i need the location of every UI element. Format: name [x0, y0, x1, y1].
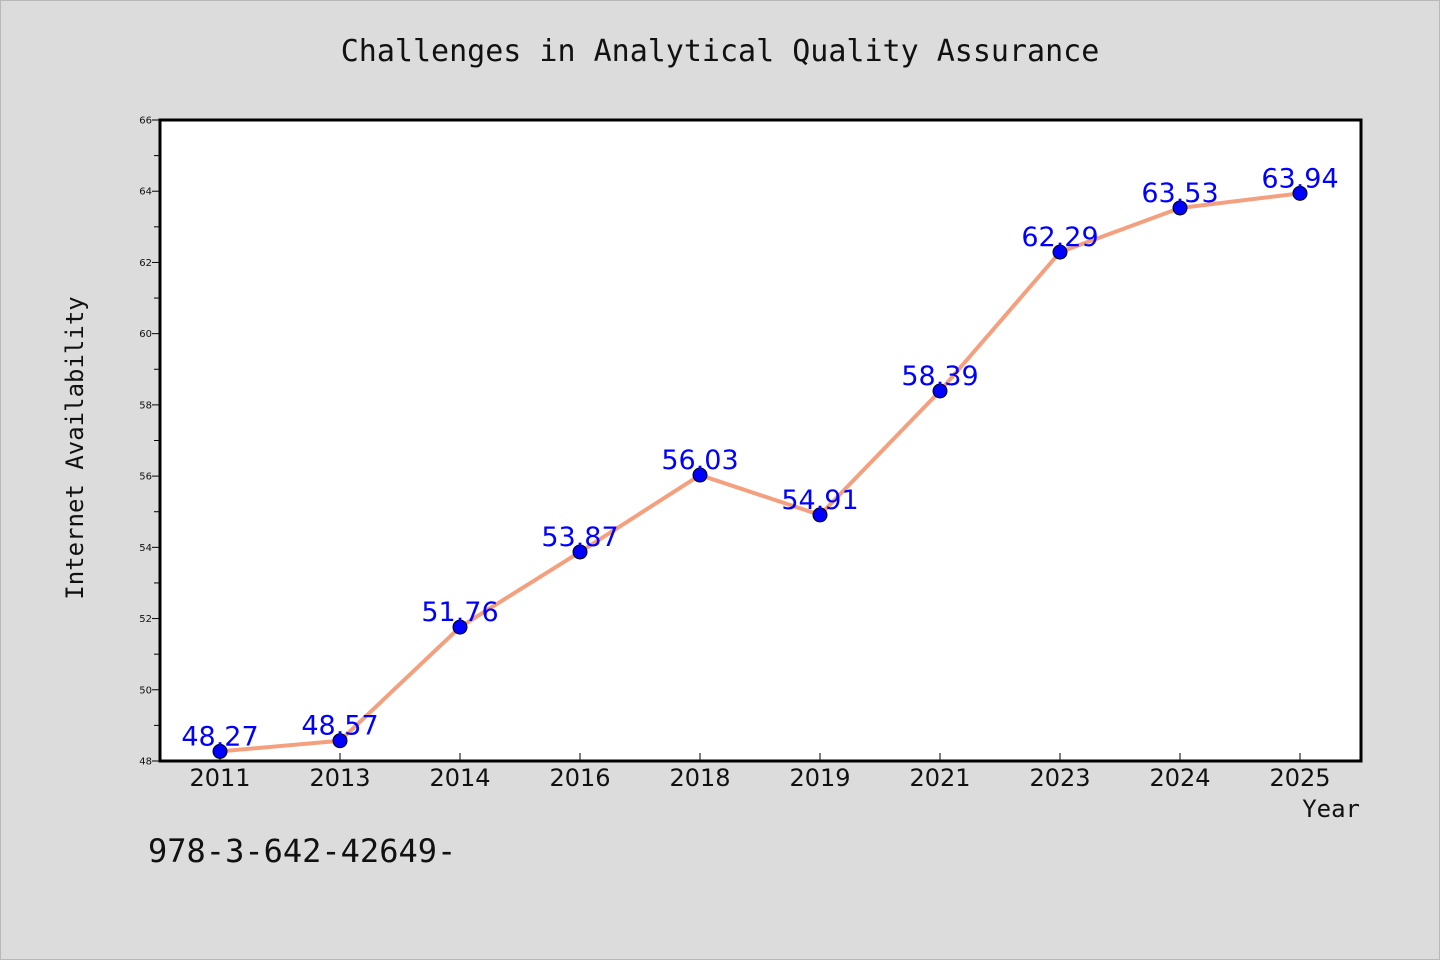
- data-label: 62.29: [1021, 222, 1098, 253]
- x-axis-label: Year: [1302, 795, 1360, 823]
- x-tick-label: 2018: [669, 764, 730, 792]
- x-tick-label: 2013: [309, 764, 370, 792]
- data-point: [812, 507, 828, 523]
- series-line: [218, 191, 1302, 754]
- data-point: [332, 733, 348, 749]
- data-label: 53.87: [541, 522, 618, 553]
- y-tick-label: 54: [139, 543, 152, 554]
- x-tick-label: 2016: [549, 764, 610, 792]
- data-point: [932, 383, 948, 399]
- data-label: 51.76: [421, 597, 498, 628]
- data-label: 48.27: [181, 721, 258, 752]
- y-tick-label: 64: [139, 187, 152, 198]
- chart-title: Challenges in Analytical Quality Assuran…: [340, 34, 1100, 69]
- data-label: 54.91: [781, 485, 858, 516]
- data-label: 56.03: [661, 445, 738, 476]
- y-tick-label: 58: [139, 400, 152, 411]
- y-tick-label: 48: [139, 757, 152, 768]
- data-point: [1172, 200, 1188, 216]
- x-tick-label: 2024: [1149, 764, 1210, 792]
- footer-code: 978-3-642-42649-: [148, 832, 457, 870]
- x-tick-label: 2023: [1029, 764, 1090, 792]
- x-tick-label: 2021: [909, 764, 970, 792]
- x-tick-label: 2011: [189, 764, 250, 792]
- y-tick-label: 60: [139, 329, 152, 340]
- data-label: 63.53: [1141, 178, 1218, 209]
- y-tick-label: 50: [139, 685, 152, 696]
- data-point: [452, 619, 468, 635]
- x-tick-label: 2019: [789, 764, 850, 792]
- y-tick-label: 52: [139, 614, 152, 625]
- data-point: [1052, 244, 1068, 260]
- data-label: 63.94: [1261, 163, 1338, 194]
- y-tick-label: 56: [139, 472, 152, 483]
- data-label: 48.57: [301, 711, 378, 742]
- x-tick-label: 2014: [429, 764, 490, 792]
- y-tick-label: 66: [139, 116, 152, 127]
- data-point: [572, 544, 588, 560]
- data-point: [692, 467, 708, 483]
- x-tick-label: 2025: [1269, 764, 1330, 792]
- data-point: [212, 743, 228, 759]
- data-point: [1292, 185, 1308, 201]
- plot-area: [158, 118, 1363, 763]
- data-label: 58.39: [901, 361, 978, 392]
- y-tick-label: 62: [139, 258, 152, 269]
